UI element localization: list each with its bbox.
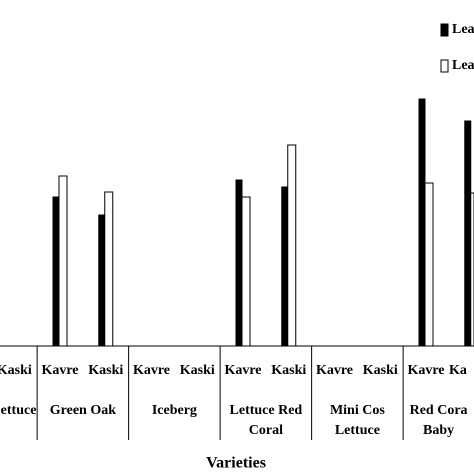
- x-tick-label: Kaski: [88, 363, 123, 378]
- group-label: Red Cora: [410, 403, 468, 418]
- x-tick-label: Kavre: [133, 363, 170, 378]
- bar: [470, 192, 474, 347]
- group-label: Lettuce: [335, 423, 380, 438]
- legend-swatch: [440, 59, 449, 73]
- group-label: Lettuce Red: [230, 403, 303, 418]
- x-tick-label: Kaski: [271, 363, 306, 378]
- x-tick-label: Kaski: [0, 363, 32, 378]
- bar: [104, 191, 114, 347]
- group-label: Mini Cos: [330, 403, 385, 418]
- x-axis-title: Varieties: [206, 455, 266, 472]
- x-tick-label: Kaski: [363, 363, 398, 378]
- x-tick-label: Kavre: [316, 363, 353, 378]
- legend-swatch: [440, 23, 449, 37]
- bar: [98, 214, 106, 347]
- bar: [464, 120, 472, 347]
- bar: [281, 186, 289, 347]
- group-label: Coral: [249, 423, 283, 438]
- group-label: Iceberg: [152, 403, 197, 418]
- bar: [287, 144, 297, 347]
- x-tick-label: Kavre: [224, 363, 261, 378]
- x-tick-label: Kavre: [407, 363, 444, 378]
- bar: [424, 182, 434, 347]
- bar: [235, 179, 243, 347]
- x-tick-label: Ka: [449, 363, 467, 378]
- bar: [241, 196, 251, 347]
- bar: [418, 98, 426, 347]
- bar: [52, 196, 60, 347]
- legend-label: Lea: [452, 58, 474, 73]
- group-label: Baby: [423, 423, 454, 438]
- bar: [58, 175, 68, 347]
- group-label: Green Oak: [50, 403, 116, 418]
- x-tick-label: Kavre: [41, 363, 78, 378]
- x-tick-label: Kaski: [180, 363, 215, 378]
- group-label: ettuce: [1, 403, 37, 418]
- legend-label: Lea: [452, 22, 474, 37]
